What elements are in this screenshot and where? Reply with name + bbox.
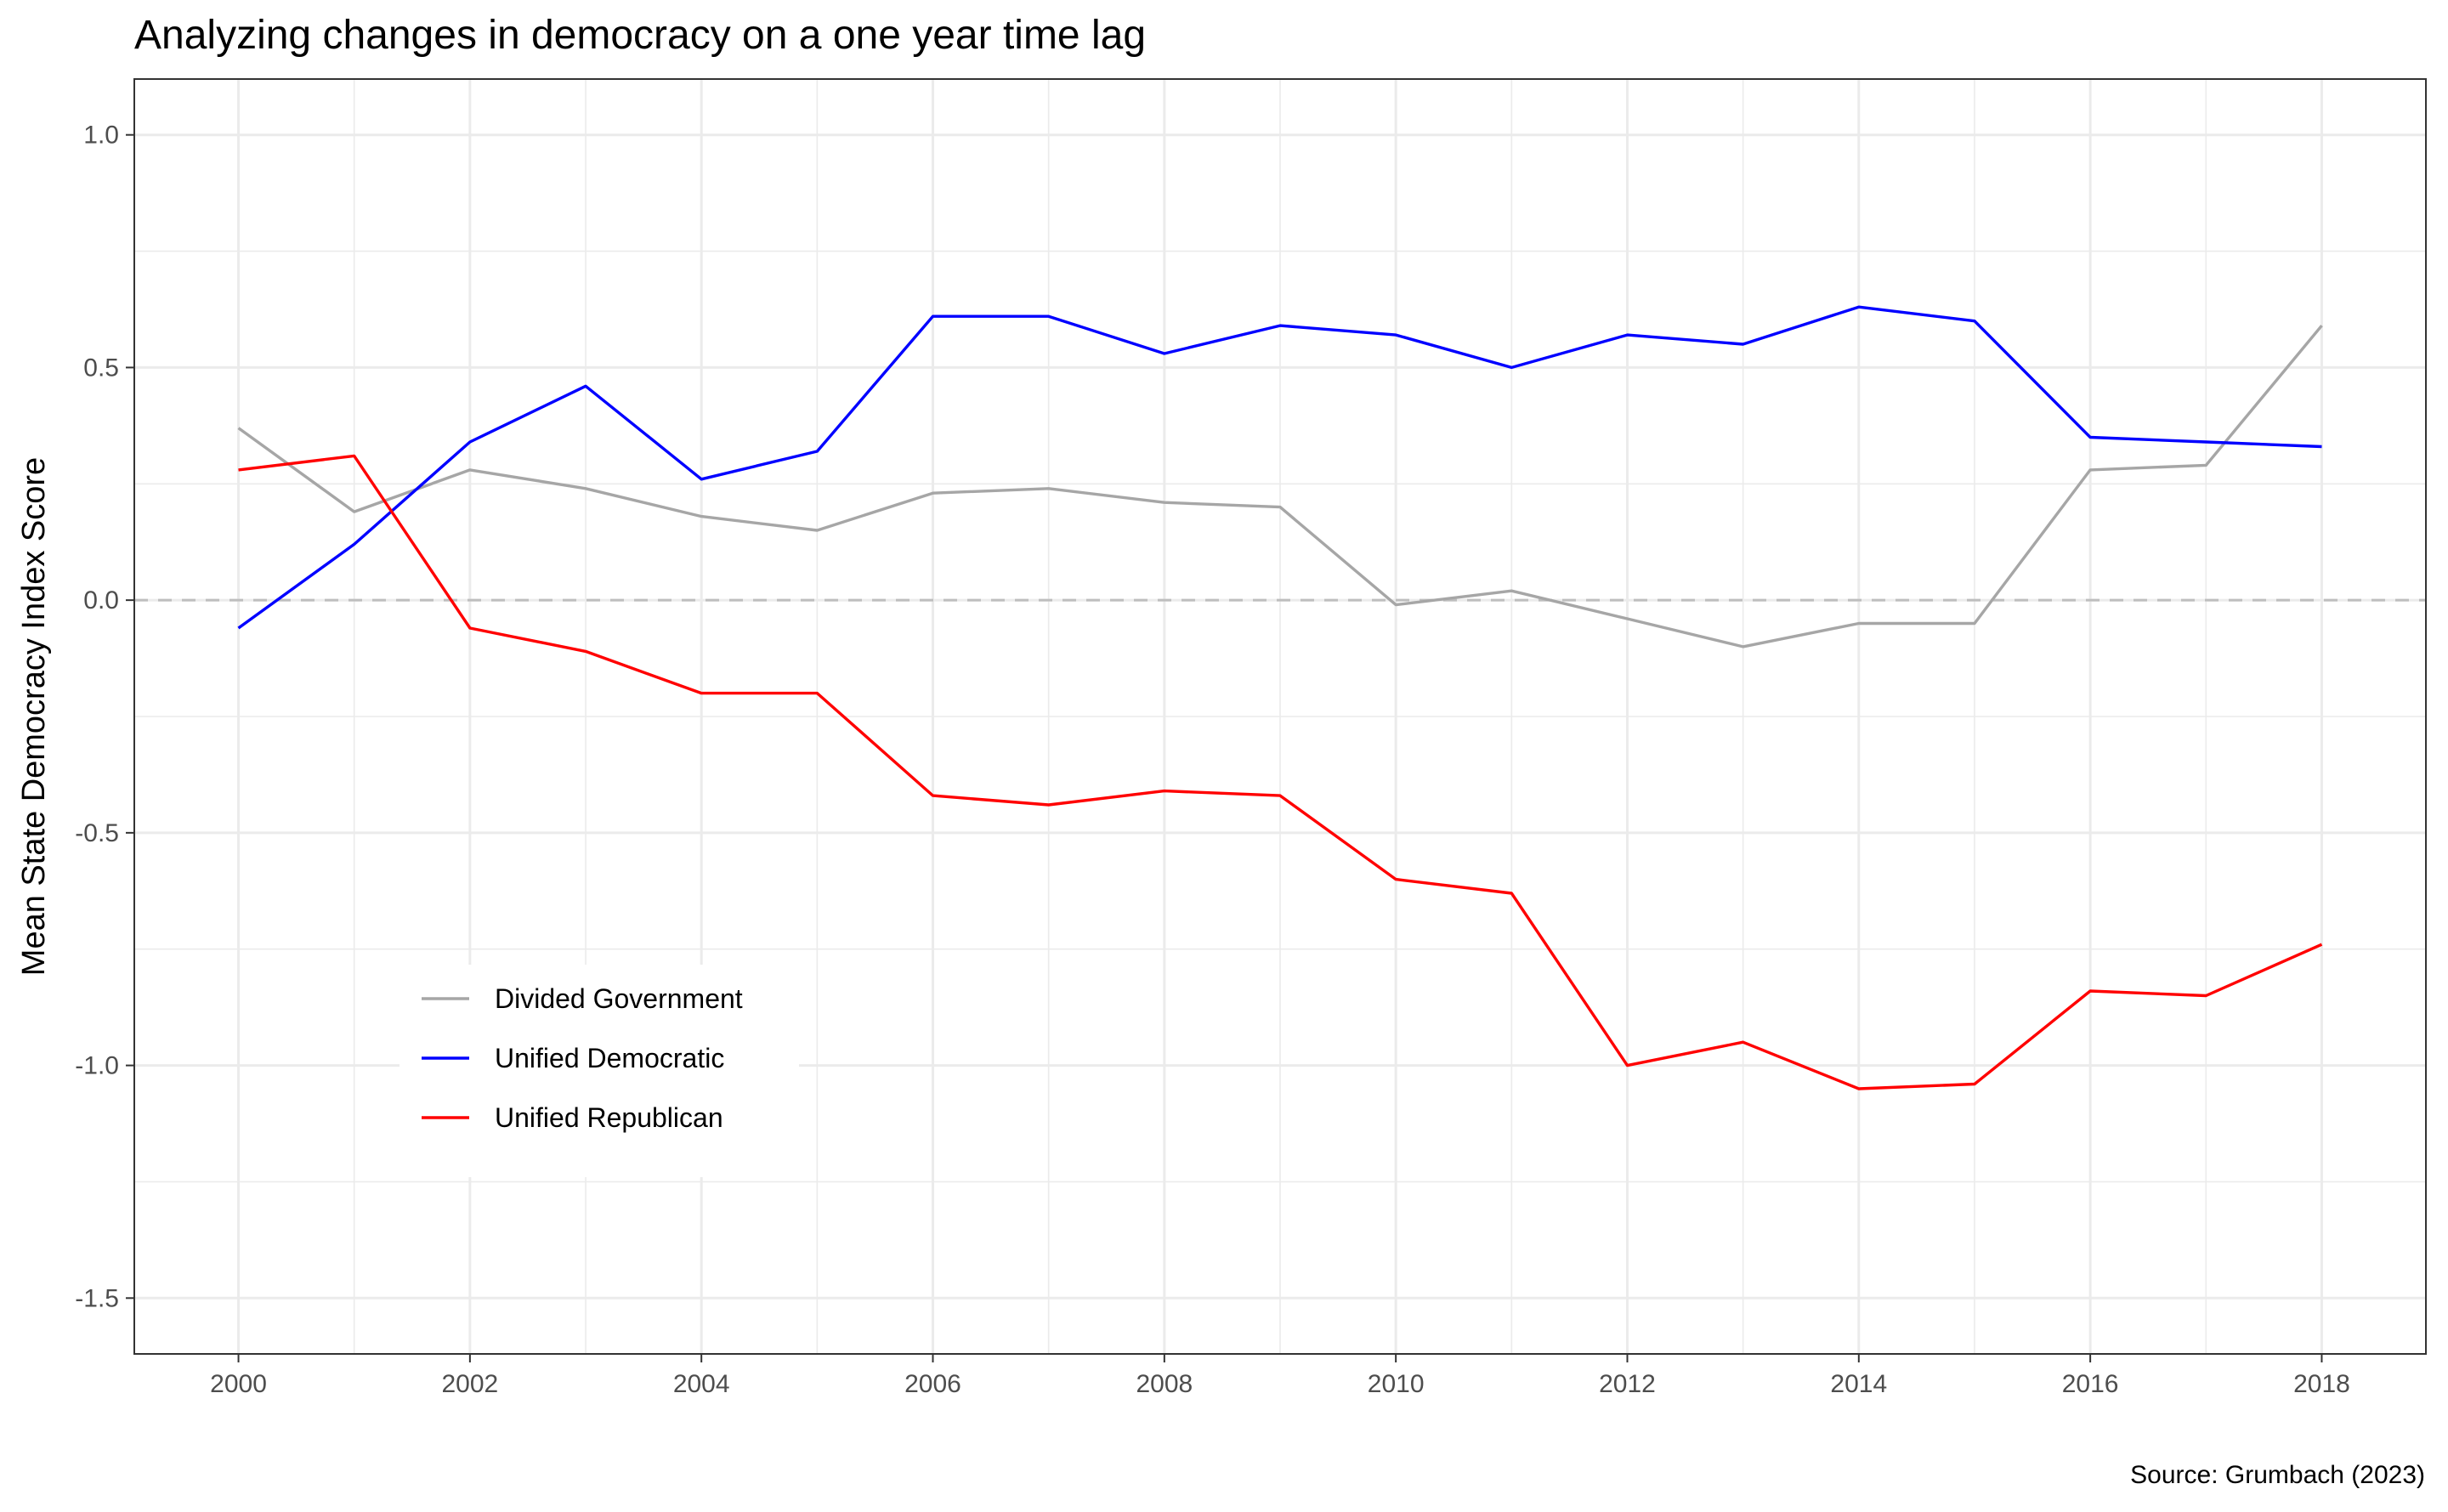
x-tick-label: 2012 (1599, 1370, 1656, 1398)
y-tick-label: -1.0 (75, 1052, 119, 1080)
legend-label: Unified Democratic (495, 1043, 724, 1073)
x-tick-label: 2010 (1368, 1370, 1425, 1398)
x-tick-label: 2004 (673, 1370, 730, 1398)
series-line (237, 305, 2322, 630)
y-tick-label: 1.0 (83, 122, 119, 150)
y-axis-title: Mean State Democracy Index Score (16, 457, 52, 976)
chart-title: Analyzing changes in democracy on a one … (134, 13, 1146, 58)
source-caption: Source: Grumbach (2023) (2130, 1461, 2425, 1489)
y-tick-label: 0.5 (83, 354, 119, 382)
grid-layer (134, 79, 2426, 1354)
series-layer (237, 305, 2323, 1090)
legend: Divided Government Unified Democratic Unif… (400, 965, 799, 1177)
x-tick-label: 2008 (1136, 1370, 1193, 1398)
axis-layer: 1.0 0.5 0.0 -0.5 -1.0 -1.5 2000 2002 2004 2006 200… (75, 122, 2350, 1398)
series-line (237, 325, 2323, 648)
plot-border (133, 78, 2427, 1355)
x-tick-label: 2014 (1830, 1370, 1887, 1398)
series-line (238, 454, 2323, 1090)
x-tick-label: 2016 (2062, 1370, 2119, 1398)
y-tick-label: -1.5 (75, 1284, 119, 1312)
legend-label: Unified Republican (495, 1102, 723, 1133)
x-tick-label: 2000 (210, 1370, 267, 1398)
y-tick-label: -0.5 (75, 819, 119, 847)
x-tick-label: 2002 (441, 1370, 498, 1398)
legend-label: Divided Government (495, 983, 743, 1014)
x-tick-label: 2018 (2293, 1370, 2350, 1398)
x-tick-label: 2006 (904, 1370, 961, 1398)
y-tick-label: 0.0 (83, 586, 119, 614)
